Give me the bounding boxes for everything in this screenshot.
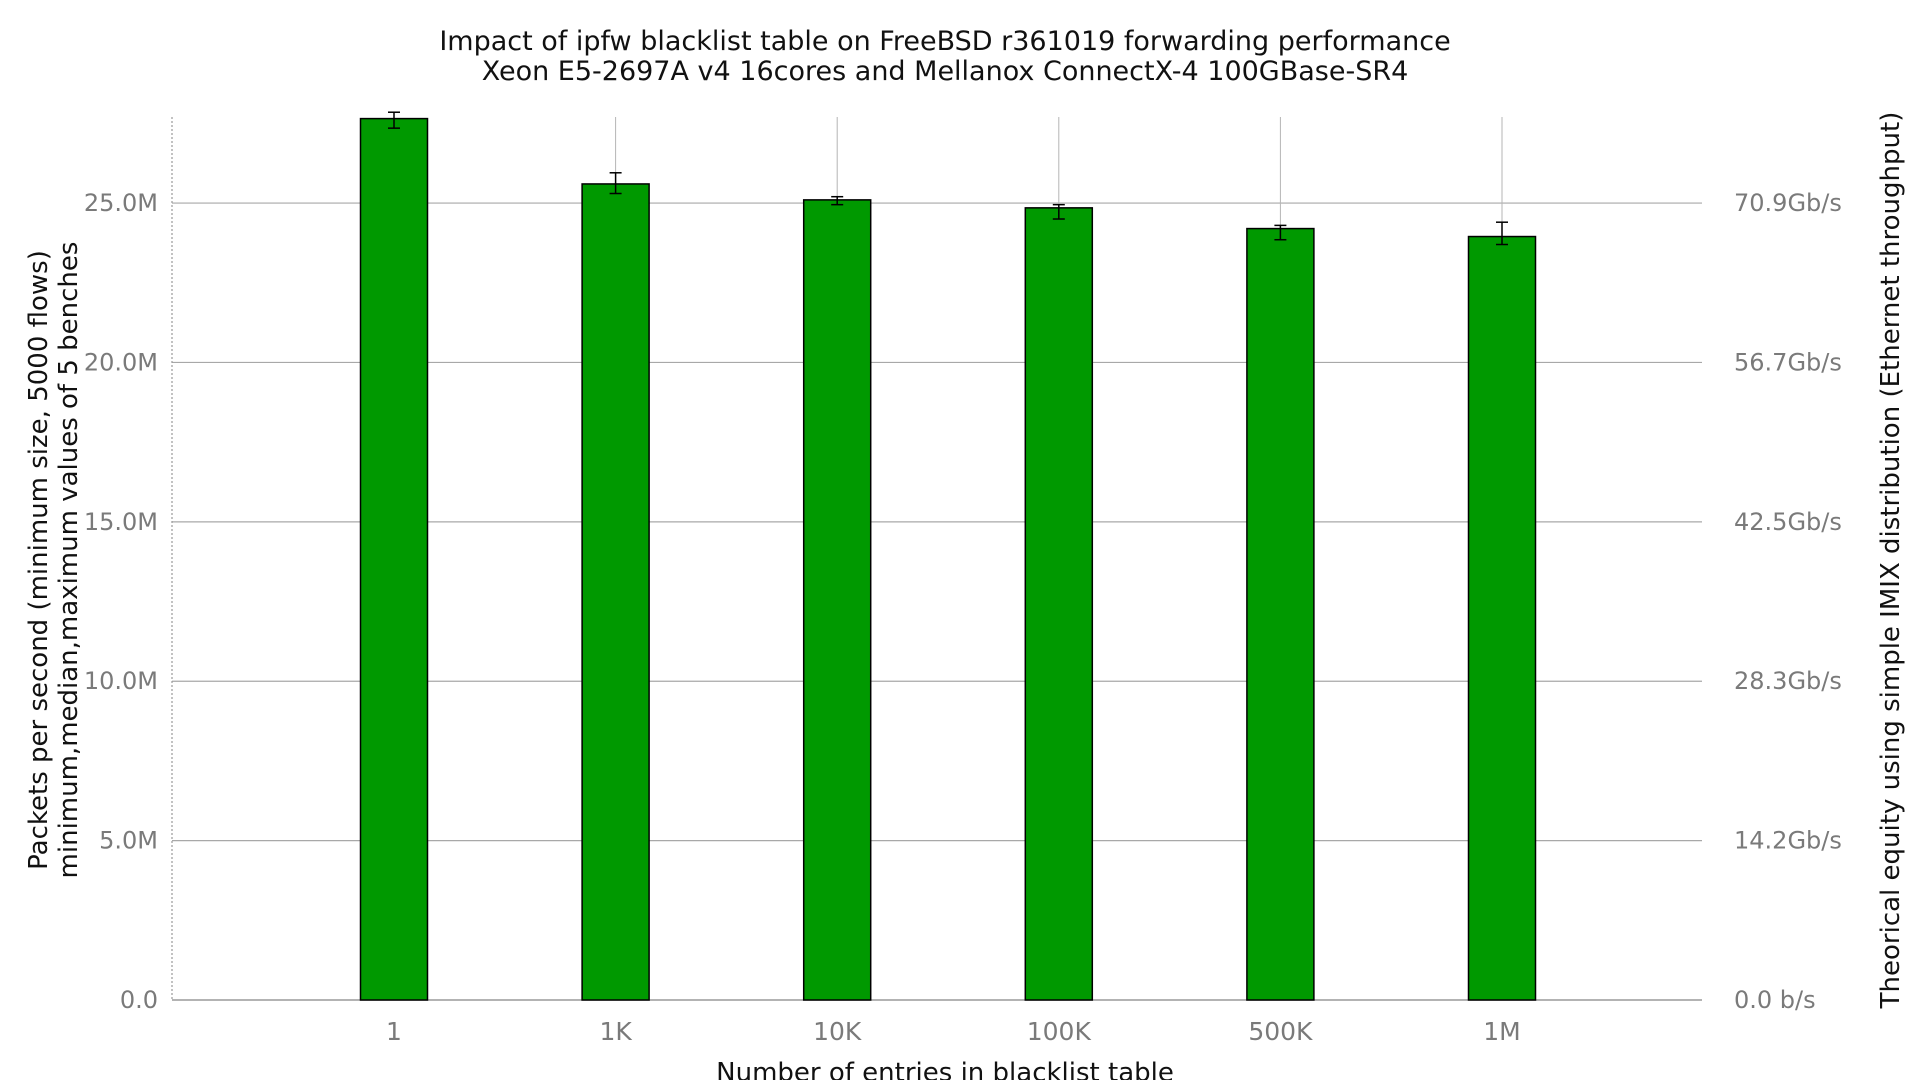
- y-tick-label: 15.0M: [84, 508, 158, 536]
- error-bar-1: [388, 111, 400, 129]
- x-tick-label: 1K: [599, 1017, 632, 1046]
- y-tick-label: 5.0M: [99, 827, 158, 855]
- y-tick-label: 10.0M: [84, 667, 158, 695]
- error-bar-500K: [1274, 224, 1287, 241]
- y2-tick-label: 0.0 b/s: [1734, 986, 1816, 1014]
- error-bar-10K: [831, 195, 844, 206]
- x-tick-label: 100K: [1027, 1017, 1092, 1046]
- bar-1: [359, 117, 429, 1001]
- x-axis-ticks: 1 1K 10K 100K 500K 1M: [386, 1017, 1521, 1046]
- bar-500K: [1246, 227, 1315, 1001]
- y2-tick-label: 56.7Gb/s: [1734, 348, 1842, 376]
- y-tick-label: 25.0M: [84, 189, 158, 217]
- y2-tick-label: 42.5Gb/s: [1734, 508, 1842, 536]
- y-tick-label: 20.0M: [84, 348, 158, 376]
- bar-1K: [581, 183, 650, 1001]
- y2-axis-title: Theorical equity using simple IMIX distr…: [1876, 112, 1906, 1010]
- x-tick-label: 10K: [813, 1017, 862, 1046]
- y2-tick-label: 70.9Gb/s: [1734, 189, 1842, 217]
- error-bar-100K: [1052, 203, 1065, 220]
- bar-1M: [1467, 235, 1537, 1001]
- chart-title: Impact of ipfw blacklist table on FreeBS…: [439, 26, 1450, 57]
- y-axis-title: Packets per second (minimum size, 5000 f…: [24, 250, 54, 870]
- x-tick-label: 1: [386, 1017, 402, 1046]
- y2-tick-label: 28.3Gb/s: [1734, 667, 1842, 695]
- x-tick-label: 500K: [1248, 1017, 1313, 1046]
- bar-10K: [802, 199, 872, 1001]
- y-axis-subtitle: minimum,median,maximum values of 5 bench…: [54, 242, 84, 879]
- y-tick-label: 0.0: [120, 986, 158, 1014]
- error-bars: [388, 111, 1508, 246]
- category-lines: [393, 117, 1503, 1000]
- error-bar-1M: [1496, 221, 1508, 246]
- y2-tick-label: 14.2Gb/s: [1734, 827, 1842, 855]
- error-bar-1K: [609, 172, 622, 195]
- chart-subtitle: Xeon E5-2697A v4 16cores and Mellanox Co…: [482, 56, 1409, 87]
- bars: [359, 117, 1537, 1001]
- x-axis-title: Number of entries in blacklist table: [716, 1058, 1174, 1080]
- bar-100K: [1024, 207, 1094, 1001]
- x-tick-label: 1M: [1483, 1017, 1520, 1046]
- y2-axis-ticks: 0.0 b/s 14.2Gb/s 28.3Gb/s 42.5Gb/s 56.7Gb/s 7…: [1734, 189, 1842, 1014]
- y-axis-ticks: 0.0 5.0M 10.0M 15.0M 20.0M 25.0M: [84, 189, 158, 1014]
